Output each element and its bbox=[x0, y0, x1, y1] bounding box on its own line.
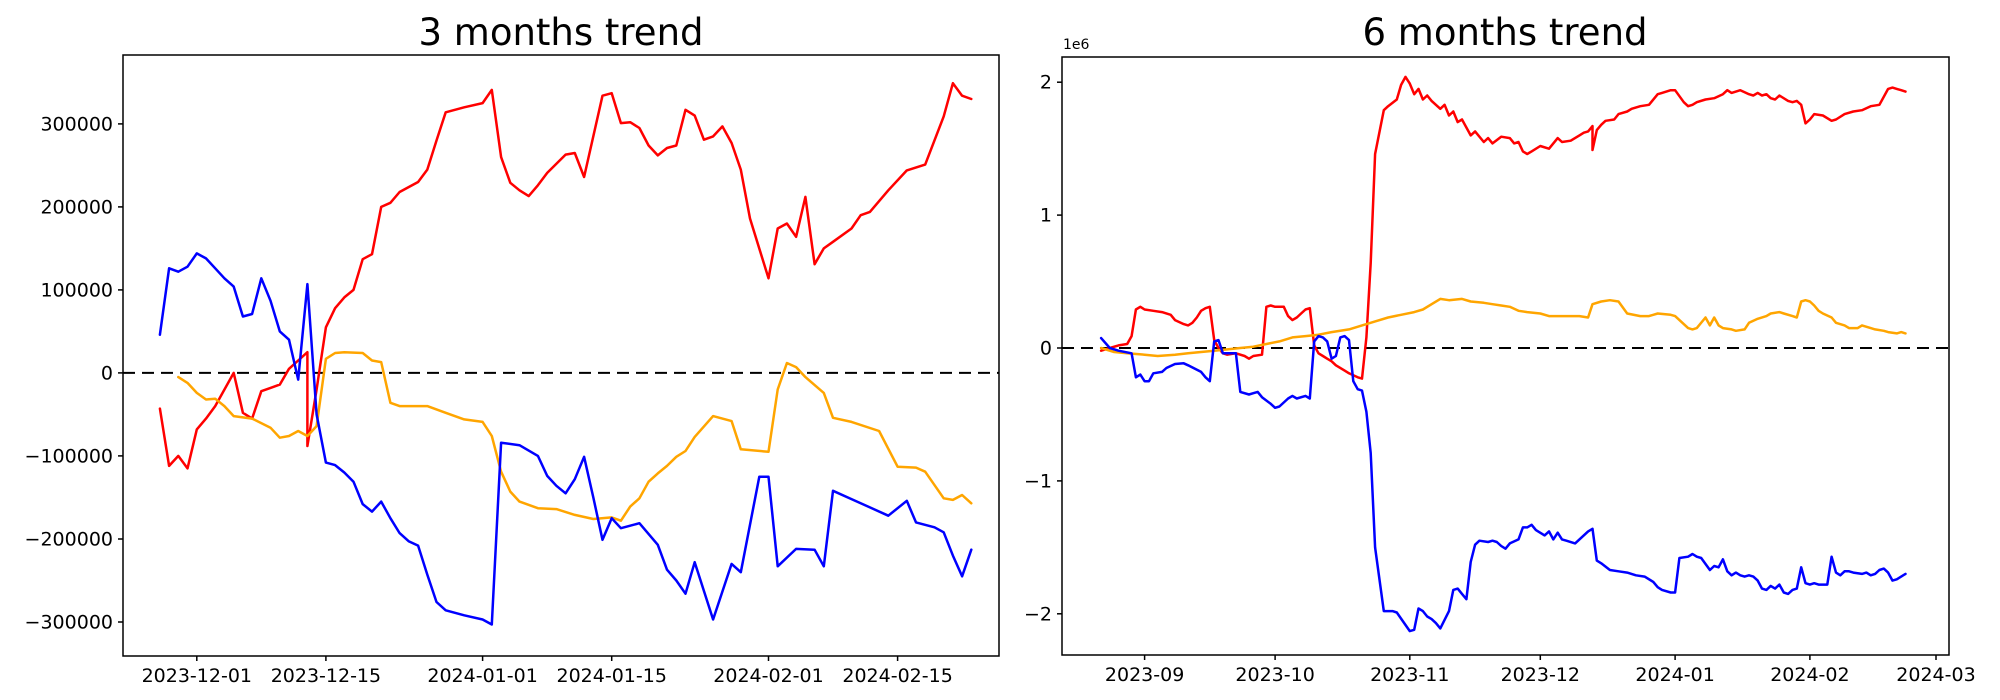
x-tick-label: 2023-12-15 bbox=[271, 665, 381, 687]
x-tick-label: 2024-03 bbox=[1896, 664, 1975, 686]
chart-title-6-months: 6 months trend bbox=[1362, 11, 1647, 54]
series-line-blue bbox=[158, 252, 973, 626]
x-tick-label: 2024-01-15 bbox=[556, 665, 666, 687]
x-tick-label: 2023-12 bbox=[1501, 664, 1580, 686]
series-line-red bbox=[1099, 75, 1907, 380]
axes-frame bbox=[1061, 56, 1950, 656]
y-tick-label: 1 bbox=[1040, 205, 1052, 227]
plot-6-months-trend: 2023-09 2023-10 2023-11 2023-12 2024-01 2024-… bbox=[1024, 56, 1976, 686]
y-tick-label: −200000 bbox=[25, 529, 113, 551]
y-axis-offset-label: 1e6 bbox=[1063, 37, 1090, 53]
series-line-red bbox=[158, 81, 973, 470]
y-tick-label: 100000 bbox=[40, 279, 113, 301]
axes-frame bbox=[122, 54, 1000, 657]
y-tick-label: −100000 bbox=[25, 445, 113, 467]
y-tick-label: −2 bbox=[1024, 603, 1052, 625]
x-tick-label: 2024-01 bbox=[1635, 664, 1714, 686]
x-tick-label: 2023-11 bbox=[1370, 664, 1449, 686]
y-tick-label: −300000 bbox=[25, 612, 113, 634]
y-tick-label: 0 bbox=[101, 362, 113, 384]
y-tick-label: 0 bbox=[1040, 338, 1052, 360]
y-tick-label: 2 bbox=[1040, 72, 1052, 94]
x-tick-label: 2024-01-01 bbox=[427, 665, 537, 687]
x-tick-label: 2023-10 bbox=[1235, 664, 1314, 686]
x-tick-label: 2023-09 bbox=[1105, 664, 1184, 686]
series-line-orange bbox=[177, 350, 973, 522]
series-line-orange bbox=[1099, 297, 1907, 358]
y-tick-label: −1 bbox=[1024, 470, 1052, 492]
x-tick-label: 2024-02 bbox=[1770, 664, 1849, 686]
series-line-blue bbox=[1099, 334, 1907, 633]
y-tick-label: 300000 bbox=[40, 113, 113, 135]
y-tick-label: 200000 bbox=[40, 196, 113, 218]
x-tick-label: 2024-02-01 bbox=[713, 665, 823, 687]
chart-title-3-months: 3 months trend bbox=[418, 11, 703, 54]
x-tick-label: 2024-02-15 bbox=[842, 665, 952, 687]
plot-3-months-trend: 2023-12-01 2023-12-15 2024-01-01 2024-01-15… bbox=[25, 54, 1000, 687]
x-tick-label: 2023-12-01 bbox=[142, 665, 252, 687]
